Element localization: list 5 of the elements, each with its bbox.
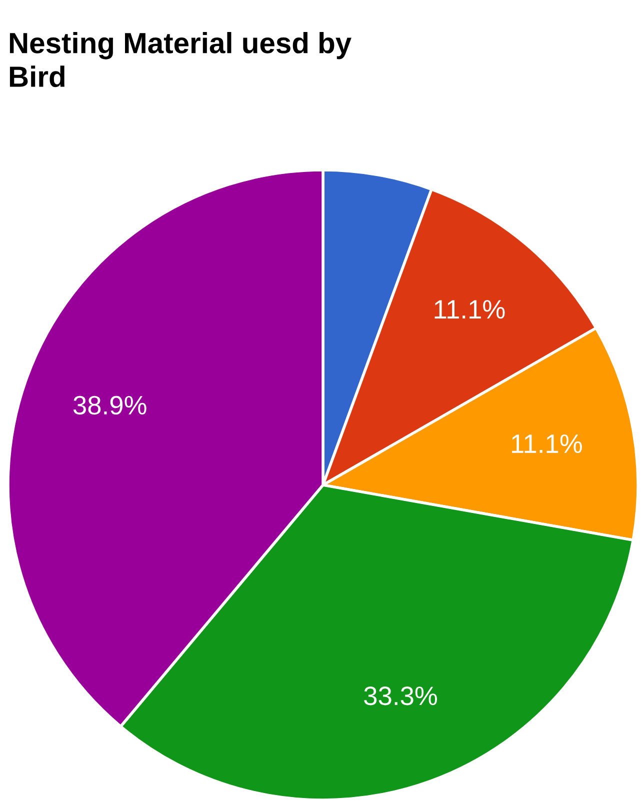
data-label: 11.1%	[434, 300, 505, 319]
data-label: 33.3%	[364, 686, 437, 706]
chart-title: Nesting Material uesd by Bird	[10, 32, 352, 88]
data-label: 11.1%	[512, 434, 582, 453]
data-label: 38.9%	[73, 396, 146, 415]
